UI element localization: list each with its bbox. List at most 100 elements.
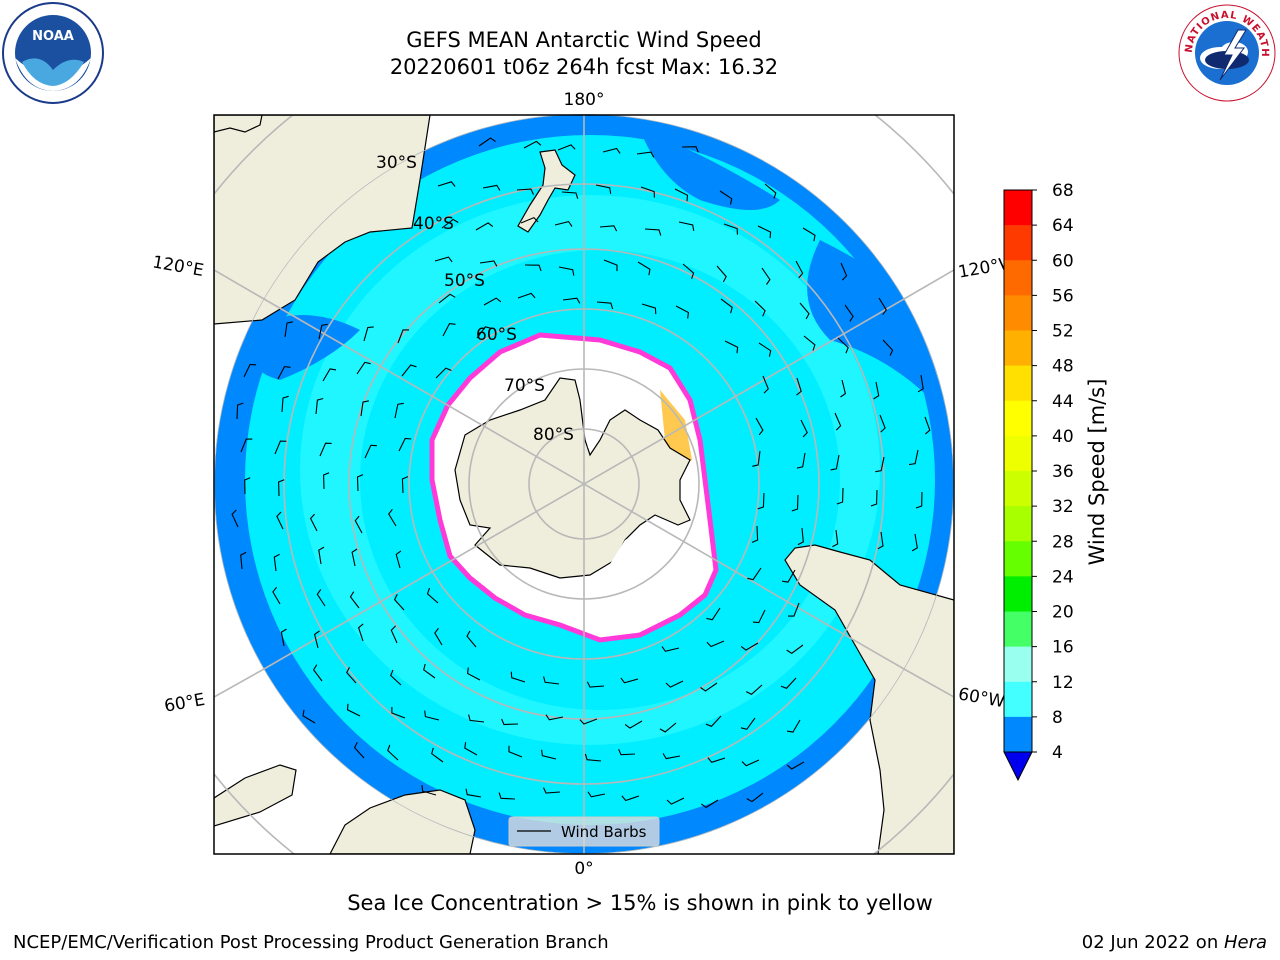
wind-barb	[397, 329, 409, 344]
wind-barb	[431, 747, 444, 763]
lat-label-30s: 30°S	[376, 153, 417, 173]
wind-barb	[318, 546, 325, 565]
lat-label-60s: 60°S	[476, 325, 517, 345]
wind-barb	[762, 375, 769, 394]
wind-barb	[665, 680, 684, 688]
wind-barb	[788, 602, 800, 617]
wind-barb	[554, 220, 573, 227]
legend: Wind Barbs	[508, 816, 660, 847]
wind-barb	[482, 184, 501, 191]
wind-barb	[349, 591, 360, 609]
land-nz-corner	[214, 115, 263, 133]
colorbar-tick-label: 44	[1052, 392, 1074, 412]
wind-barb	[705, 715, 722, 727]
colorbar-tick-label: 64	[1052, 216, 1074, 236]
wind-barb	[909, 449, 919, 466]
lon-label-0: 0°	[574, 859, 593, 879]
wind-barb	[465, 788, 482, 798]
colorbar-label: Wind Speed [m/s]	[1085, 379, 1109, 566]
wind-barb	[558, 266, 575, 276]
lon-label-120e: 120°E	[151, 252, 205, 281]
wind-barb	[758, 342, 772, 357]
colorbar-segment	[1004, 190, 1032, 226]
wind-barb	[273, 553, 280, 572]
colorbar-segment	[1004, 400, 1032, 437]
caption: Sea Ice Concentration > 15% is shown in …	[347, 891, 933, 915]
wind-barb	[700, 682, 718, 692]
wind-barb	[791, 494, 799, 512]
wind-barb	[498, 792, 516, 800]
colorbar-segment	[1004, 541, 1032, 577]
wind-barb	[599, 225, 618, 232]
wind-barb	[795, 260, 804, 279]
wind-barb	[840, 262, 848, 281]
colorbar-tick-label: 32	[1052, 497, 1074, 517]
wind-barb	[464, 742, 478, 756]
wind-barb	[587, 791, 606, 798]
wind-barb	[441, 218, 459, 229]
wind-barb	[391, 707, 406, 719]
wind-barb	[870, 489, 878, 507]
wind-barb	[844, 304, 854, 322]
wind-barbs	[231, 137, 931, 809]
wind-barb	[602, 147, 621, 154]
wind-barb	[421, 785, 437, 796]
wind-barb	[796, 377, 802, 396]
wind-barb	[640, 186, 655, 198]
colorbar-segment	[1004, 471, 1032, 507]
wind-barb	[595, 184, 612, 194]
wind-barb	[424, 710, 440, 721]
wind-barb	[475, 222, 494, 231]
wind-barb	[716, 265, 727, 283]
wind-barb	[562, 297, 581, 304]
colorbar-tick-label: 56	[1052, 286, 1074, 306]
wind-barb	[313, 630, 320, 649]
wind-barb	[782, 569, 796, 583]
lon-label-60e: 60°E	[163, 690, 207, 717]
wind-barb	[674, 188, 689, 202]
wind-barb	[746, 792, 764, 803]
credit-line: NCEP/EMC/Verification Post Processing Pr…	[13, 932, 609, 953]
wind-barb	[468, 714, 485, 723]
meridian-60e-120w	[263, 298, 905, 670]
ice-shelf-ross	[575, 371, 660, 448]
wind-barb	[754, 300, 766, 317]
wind-barb	[346, 703, 361, 717]
nws-logo-icon: NATIONAL WEATHER SERVICE	[1174, 0, 1276, 102]
wind-barb	[543, 676, 560, 685]
wind-barb	[764, 183, 777, 199]
wind-barb	[240, 438, 253, 453]
land-madagascar	[214, 764, 297, 827]
ice-shelf-weddell	[580, 528, 700, 620]
colorbar-segment	[1004, 576, 1032, 612]
colorbar-tick-label: 4	[1052, 743, 1063, 763]
wind-barb	[915, 491, 923, 509]
wind-barb	[523, 140, 542, 149]
wind-barb	[476, 326, 492, 339]
wind-barb	[364, 444, 377, 459]
colorbar-tick-label: 68	[1052, 181, 1074, 201]
wind-barb	[543, 787, 561, 794]
legend-box	[508, 816, 660, 847]
meridian-ext-60w	[903, 668, 954, 698]
wind-barb	[479, 260, 498, 267]
wind-barb	[561, 191, 579, 199]
wind-barb	[388, 508, 397, 527]
colorbar: 68 64 60 56 52 48 44 40 36 32 28 24 20 16 12 8 4	[1003, 181, 1074, 782]
wind-barb	[584, 753, 602, 762]
wind-barb	[681, 146, 699, 153]
wind-barb	[840, 379, 847, 398]
lat-label-50s: 50°S	[444, 271, 485, 291]
wind-barb	[741, 759, 760, 767]
wind-barb	[706, 640, 725, 648]
colorbar-tick-label: 12	[1052, 673, 1074, 693]
wind-barb	[834, 412, 842, 431]
wind-barb	[659, 722, 677, 733]
wind-barb	[757, 225, 772, 239]
colorbar-segment	[1004, 435, 1032, 472]
wind-barb	[786, 719, 801, 733]
wind-barb	[315, 397, 324, 415]
colorbar-tick-label: 8	[1052, 708, 1063, 728]
chart-subtitle: 20220601 t06z 264h fcst Max: 16.32	[389, 55, 779, 79]
wind-barb	[786, 761, 805, 770]
